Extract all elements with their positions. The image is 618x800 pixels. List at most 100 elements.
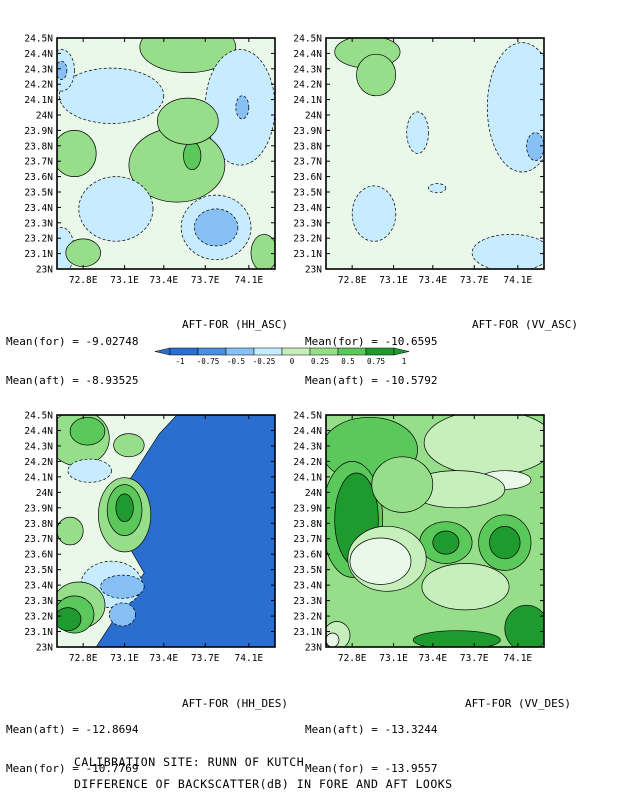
y-tick-label: 23.9N: [293, 503, 322, 514]
panel4-stats: Mean(aft) = -13.3244 Mean(for) = -13.955…: [305, 723, 438, 775]
y-tick-label: 24.4N: [24, 49, 53, 60]
colorbar-label: 0: [290, 357, 295, 366]
x-tick-label: 73.4E: [150, 275, 179, 286]
colorbar-label: -0.5: [227, 357, 245, 366]
stat-value: -8.93525: [85, 374, 139, 387]
panel4-title: AFT-FOR (VV_DES): [465, 697, 571, 710]
y-tick-label: 24N: [305, 111, 322, 122]
y-tick-label: 23.8N: [24, 141, 53, 152]
x-tick-label: 73.1E: [110, 275, 139, 286]
y-tick-label: 23.8N: [293, 141, 322, 152]
stat-value: -13.9557: [384, 762, 438, 775]
contour-region: [423, 415, 544, 476]
plot-frame: [56, 414, 276, 648]
y-tick-label: 23.1N: [24, 627, 53, 638]
y-tick-label: 24N: [36, 111, 53, 122]
contour-region: [489, 526, 521, 560]
contour-region: [428, 183, 447, 194]
y-tick-label: 23.1N: [293, 627, 322, 638]
y-tick-label: 23.7N: [293, 157, 322, 168]
y-tick-label: 24.5N: [24, 34, 53, 45]
panel2-title: AFT-FOR (VV_ASC): [472, 318, 578, 331]
contour-region: [351, 185, 397, 242]
stat-label: Mean(aft): [305, 723, 365, 736]
y-tick-label: 23.5N: [24, 188, 53, 199]
y-tick-label: 23.4N: [24, 581, 53, 592]
y-tick-label: 23.9N: [24, 503, 53, 514]
caption-site: CALIBRATION SITE: RUNN OF KUTCH: [74, 755, 305, 769]
y-tick-label: 24.2N: [293, 80, 322, 91]
y-tick-label: 23.3N: [293, 218, 322, 229]
y-tick-label: 23.8N: [293, 519, 322, 530]
contour-region: [69, 416, 106, 446]
panel1-title: AFT-FOR (HH_ASC): [182, 318, 288, 331]
y-tick-label: 23.5N: [293, 188, 322, 199]
x-tick-label: 72.8E: [338, 653, 367, 664]
y-tick-label: 23.6N: [24, 172, 53, 183]
x-tick-label: 73.7E: [191, 275, 220, 286]
colorbar-label: -1: [175, 357, 184, 366]
y-tick-label: 23.7N: [24, 534, 53, 545]
y-tick-label: 24.3N: [293, 64, 322, 75]
x-tick-label: 72.8E: [69, 275, 98, 286]
y-tick-label: 23N: [36, 643, 53, 654]
panel-2: 23N 23.1N 23.2N 23.3N 23.4N 23.5N 23.6N 23.7N 23…: [293, 34, 545, 286]
plot-frame: [325, 414, 545, 648]
colorbar-label: 0.75: [367, 357, 385, 366]
panel3-title: AFT-FOR (HH_DES): [182, 697, 288, 710]
y-tick-label: 23N: [36, 265, 53, 276]
y-tick-label: 24.3N: [293, 441, 322, 452]
contour-region: [326, 632, 340, 647]
y-tick-label: 24.3N: [24, 441, 53, 452]
y-tick-label: 23.3N: [24, 596, 53, 607]
y-tick-label: 24.5N: [293, 411, 322, 422]
contour-region: [421, 563, 510, 611]
contour-region: [235, 95, 250, 120]
contour-region: [57, 130, 97, 177]
y-tick-label: 23.2N: [293, 612, 322, 623]
stat-value: -10.5792: [384, 374, 438, 387]
y-tick-label: 23N: [305, 265, 322, 276]
y-tick-label: 23.4N: [24, 203, 53, 214]
contour-region: [349, 537, 412, 585]
x-tick-label: 73.4E: [150, 653, 179, 664]
stat-value: -12.8694: [85, 723, 139, 736]
colorbar-label: 0.5: [341, 357, 355, 366]
y-tick-label: 24.5N: [24, 411, 53, 422]
y-tick-label: 23.1N: [24, 249, 53, 260]
y-tick-label: 23.7N: [293, 534, 322, 545]
y-tick-label: 24.1N: [24, 472, 53, 483]
x-tick-label: 74.1E: [504, 275, 533, 286]
x-tick-label: 74.1E: [235, 653, 264, 664]
x-tick-label: 73.7E: [191, 653, 220, 664]
x-tick-label: 73.4E: [419, 275, 448, 286]
stat-label: Mean(for): [6, 335, 66, 348]
y-tick-label: 23.5N: [24, 565, 53, 576]
x-tick-label: 73.7E: [460, 653, 489, 664]
stat-label: Mean(for): [305, 762, 365, 775]
contour-region: [65, 238, 101, 268]
contour-region: [183, 141, 202, 171]
contour-region: [406, 111, 429, 154]
y-tick-label: 23.6N: [24, 550, 53, 561]
y-tick-label: 23.2N: [24, 612, 53, 623]
panel1-stats: Mean(for) = -9.02748 Mean(aft) = -8.9352…: [6, 335, 139, 387]
y-tick-label: 23N: [305, 643, 322, 654]
y-tick-label: 23.2N: [293, 234, 322, 245]
y-tick-label: 23.2N: [24, 234, 53, 245]
contour-region: [526, 132, 544, 161]
y-tick-label: 24.3N: [24, 64, 53, 75]
y-tick-label: 24.2N: [293, 457, 322, 468]
contour-region: [356, 53, 397, 97]
x-tick-label: 72.8E: [69, 653, 98, 664]
panel-3: 23N 23.1N 23.2N 23.3N 23.4N 23.5N 23.6N 23.7N 23…: [24, 411, 276, 664]
y-tick-label: 24.4N: [293, 49, 322, 60]
contour-region: [57, 607, 82, 632]
panels-layer: 23N 23.1N 23.2N 23.3N 23.4N 23.5N 23.6N 23.7N 23…: [24, 34, 545, 664]
plot-frame: [325, 37, 545, 270]
y-tick-label: 24.2N: [24, 457, 53, 468]
contour-region: [139, 38, 237, 73]
y-tick-label: 23.1N: [293, 249, 322, 260]
y-tick-label: 23.9N: [293, 126, 322, 137]
contour-region: [156, 97, 219, 145]
